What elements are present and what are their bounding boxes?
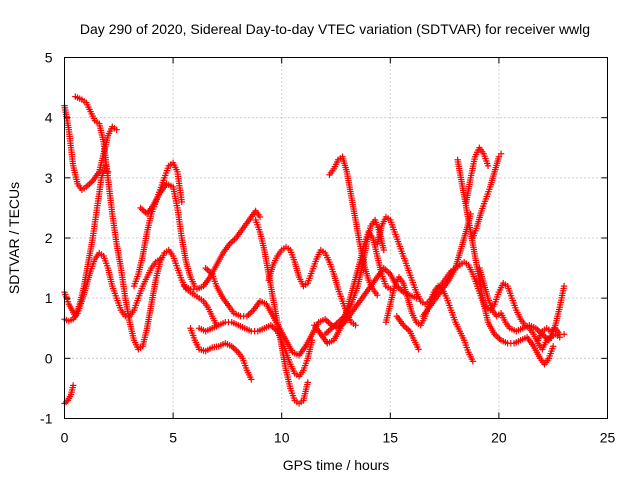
y-axis-label: SDTVAR / TECUs [6,182,22,294]
data-point [178,198,185,206]
y-tick-label: -1 [40,411,53,427]
data-point [484,162,492,169]
data-point-sample [247,310,254,317]
y-tick-label: 0 [45,350,53,366]
x-tick-label: 15 [383,430,399,446]
data-point [137,204,144,212]
data-points [61,93,568,407]
x-axis-label: GPS time / hours [283,457,390,473]
data-point [248,376,255,383]
data-point [374,291,381,299]
y-tick-label: 2 [45,230,53,246]
data-point [560,331,568,338]
data-point-sample [326,326,334,333]
data-point [102,162,109,169]
data-point-sample [103,165,111,173]
x-tick-label: 0 [61,430,69,446]
data-point [380,246,387,254]
data-point-sample [233,347,240,355]
data-point-sample [87,179,95,186]
data-point [550,343,557,350]
y-tick-label: 1 [45,290,53,306]
data-point [256,213,264,221]
grid [64,57,608,419]
data-point-sample [84,182,92,189]
y-tick-labels: -1 0 1 2 3 4 5 [40,50,53,427]
x-tick-label: 10 [274,430,290,446]
data-point [156,255,164,263]
data-point-sample [231,236,238,243]
data-point-sample [204,266,211,273]
x-tick-labels: 0 5 10 15 20 25 [61,430,616,446]
data-point-sample [231,346,239,353]
data-point-sample [323,317,330,324]
x-tick-label: 5 [169,430,177,446]
data-point [352,322,359,329]
data-point [415,346,422,353]
y-tick-label: 5 [45,50,53,66]
plot-frame [64,57,608,419]
chart-title: Day 290 of 2020, Sidereal Day-to-day VTE… [80,21,590,37]
data-point-sample [245,311,252,318]
data-point [113,126,120,133]
x-tick-label: 20 [491,430,507,446]
y-tick-label: 3 [45,170,53,186]
data-point [469,358,477,365]
data-point [308,337,316,344]
data-point-sample [383,267,391,275]
data-point-sample [140,207,147,215]
data-point [560,282,568,290]
data-point [304,379,311,386]
data-point [202,264,209,272]
data-point-sample [403,325,410,332]
data-point [497,150,505,157]
data-point [69,382,77,389]
data-point-sample [542,334,549,341]
data-point-sample [325,328,332,335]
data-point [387,285,394,293]
data-point-sample [401,323,409,330]
data-point-sample [494,334,502,341]
data-point [243,313,251,320]
y-tick-label: 4 [45,110,53,126]
data-point-sample [248,308,256,315]
data-point-sample [86,180,93,188]
data-point [104,168,112,176]
data-point-sample [228,239,235,246]
data-point-sample [323,329,330,336]
data-point-sample [138,206,146,213]
x-tick-label: 25 [600,430,616,446]
data-point-sample [229,237,237,245]
